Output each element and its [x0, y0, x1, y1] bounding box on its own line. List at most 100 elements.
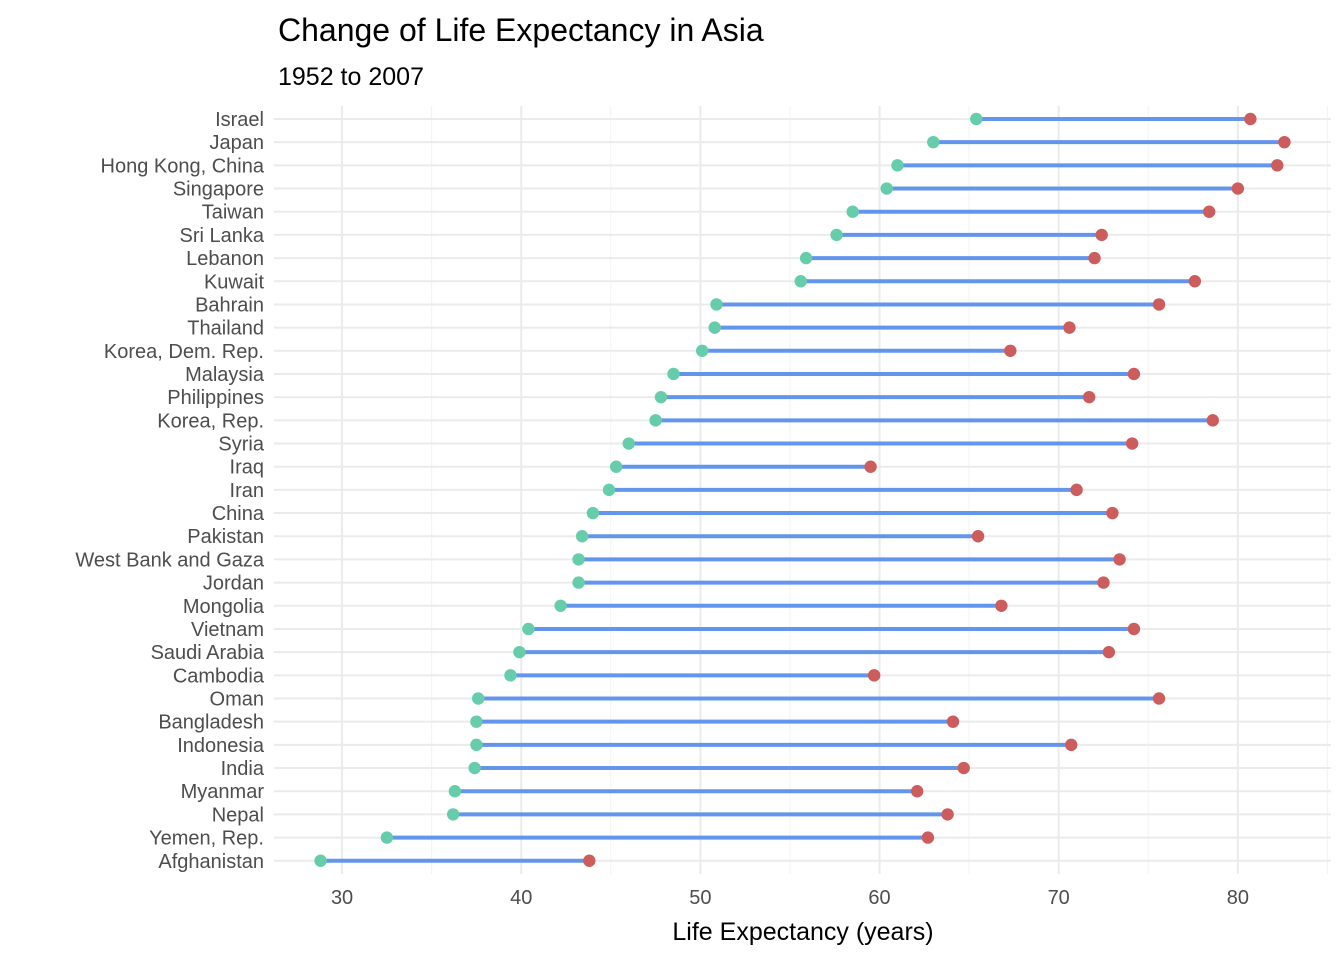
start-point [799, 251, 813, 265]
start-point [572, 553, 585, 566]
start-point [468, 761, 481, 775]
y-tick-label: Iraq [230, 457, 264, 479]
x-tick-label: 30 [331, 887, 353, 909]
y-tick-label: Jordan [203, 573, 264, 595]
y-tick-label: Korea, Dem. Rep. [104, 341, 264, 363]
x-tick-label: 60 [868, 887, 890, 909]
start-point [472, 692, 485, 705]
end-point [910, 785, 924, 798]
x-tick-label: 50 [689, 887, 711, 909]
end-point [1231, 182, 1245, 195]
start-point [708, 321, 721, 334]
x-tick-label: 80 [1227, 887, 1249, 909]
y-tick-label: West Bank and Gaza [75, 549, 265, 571]
start-point [622, 437, 635, 450]
end-point [1102, 645, 1116, 659]
start-point [794, 275, 807, 288]
chart-title: Change of Life Expectancy in Asia [278, 12, 764, 48]
start-point [649, 414, 662, 427]
end-point [583, 854, 596, 867]
end-point [1278, 135, 1291, 149]
end-point [1063, 321, 1076, 334]
end-point [867, 669, 881, 682]
y-tick-label: Taiwan [202, 202, 264, 224]
end-point [1106, 506, 1119, 520]
start-point [504, 669, 517, 682]
start-point [470, 738, 483, 752]
end-point [1125, 437, 1139, 450]
x-tick-label: 70 [1048, 887, 1070, 909]
start-point [602, 483, 616, 497]
end-point [971, 530, 985, 543]
end-point [1065, 738, 1078, 752]
points [314, 112, 1291, 867]
end-point [864, 460, 877, 473]
start-point [446, 808, 460, 821]
start-point [609, 460, 623, 473]
start-point [470, 715, 483, 728]
start-point [695, 344, 709, 357]
y-tick-label: Oman [210, 689, 264, 711]
end-point [1095, 228, 1108, 242]
start-point [846, 205, 859, 218]
end-point [941, 808, 954, 821]
end-point [1070, 483, 1083, 497]
y-tick-label: Myanmar [181, 781, 265, 803]
y-tick-label: Cambodia [173, 665, 265, 687]
end-point [1206, 414, 1219, 427]
y-tick-label: Pakistan [187, 526, 264, 548]
start-point [522, 622, 535, 636]
start-point [880, 182, 893, 195]
chart-subtitle: 1952 to 2007 [278, 63, 424, 91]
start-point [654, 390, 668, 404]
y-tick-label: Thailand [187, 318, 264, 340]
y-tick-label: Singapore [173, 179, 264, 201]
y-tick-label: Korea, Rep. [157, 410, 264, 432]
start-point [970, 112, 983, 126]
y-tick-label: Bahrain [195, 294, 264, 316]
end-point [1271, 159, 1284, 172]
start-point [575, 530, 589, 543]
y-tick-label: Bangladesh [158, 712, 264, 734]
end-point [1113, 553, 1126, 566]
end-point [1152, 692, 1166, 705]
start-point [314, 854, 327, 867]
end-point [957, 761, 970, 775]
end-point [1127, 622, 1141, 636]
start-point [927, 135, 940, 149]
start-point [572, 576, 585, 589]
x-axis-label: Life Expectancy (years) [672, 918, 933, 946]
y-tick-label: Japan [210, 132, 265, 154]
y-tick-label: Lebanon [186, 248, 264, 270]
y-tick-label: Hong Kong, China [101, 155, 265, 177]
y-tick-label: Indonesia [177, 735, 265, 757]
y-tick-label: Vietnam [191, 619, 264, 641]
start-point [448, 785, 462, 798]
end-point [1004, 344, 1017, 357]
y-tick-label: Iran [230, 480, 264, 502]
start-point [891, 159, 904, 172]
start-point [586, 506, 600, 520]
end-point [1202, 205, 1216, 218]
y-tick-label: Afghanistan [158, 851, 264, 873]
y-tick-label: Syria [218, 434, 264, 456]
end-point [1188, 275, 1202, 288]
end-point [1088, 251, 1101, 265]
y-tick-label: Nepal [212, 804, 264, 826]
y-tick-label: Mongolia [183, 596, 265, 618]
y-tick-label: Kuwait [204, 271, 264, 293]
end-point [1152, 298, 1166, 311]
y-tick-label: Yemen, Rep. [149, 828, 264, 850]
start-point [667, 367, 680, 381]
end-point [995, 599, 1008, 612]
end-point [921, 831, 935, 844]
x-axis-ticks: 30 40 50 60 70 80 [331, 887, 1249, 909]
y-tick-label: Malaysia [185, 364, 265, 386]
start-point [513, 645, 526, 659]
end-point [1097, 576, 1110, 589]
start-point [554, 599, 567, 612]
end-point [946, 715, 960, 728]
end-point [1244, 112, 1257, 126]
